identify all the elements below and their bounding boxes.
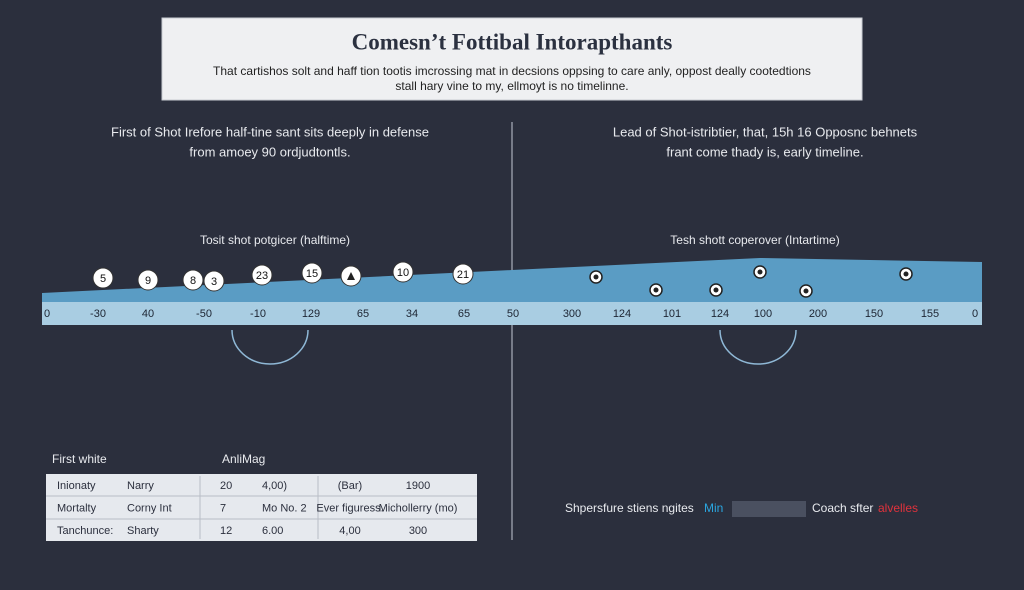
axis-label: 0: [44, 308, 50, 320]
ball-spot: [713, 287, 719, 293]
axis-label: 40: [142, 308, 154, 320]
marker: [392, 261, 414, 283]
arc: [719, 329, 797, 365]
table-cell: Tanchunce:: [57, 525, 113, 537]
section-subtitle: Tesh shott coperover (Intartime): [670, 233, 839, 247]
arc: [231, 329, 309, 365]
axis-label: -30: [90, 308, 106, 320]
table-cell: 4,00: [339, 525, 360, 537]
table-header: First white: [52, 452, 107, 466]
axis-label: 150: [865, 308, 883, 320]
table-cell: 4,00): [262, 480, 287, 492]
table-cell: Ever figuress.: [316, 502, 383, 514]
marker-label: 10: [397, 267, 409, 279]
marker-label: 5: [100, 273, 106, 285]
footer-min: Min: [704, 501, 723, 515]
footer-text: Shpersfure stiens ngites: [565, 501, 694, 515]
axis-label: 101: [663, 308, 681, 320]
table-cell: Narry: [127, 480, 154, 492]
table-cell: 20: [220, 480, 232, 492]
marker-icon: [347, 272, 355, 280]
table-cell: 1900: [406, 480, 430, 492]
marker: [452, 263, 474, 285]
marker: [137, 269, 159, 291]
ball-spot: [903, 271, 909, 277]
note: First of Shot Irefore half-tine sant sit…: [111, 124, 429, 139]
marker-label: 15: [306, 268, 318, 280]
note: from amoey 90 ordjudtontls.: [189, 144, 350, 159]
axis-strip: [42, 302, 982, 325]
axis-label: 65: [357, 308, 369, 320]
axis-label: 50: [507, 308, 519, 320]
table-cell: Michollerry (mo): [379, 502, 458, 514]
table-cell: Corny Int: [127, 502, 172, 514]
axis-label: 0: [972, 308, 978, 320]
marker: [301, 262, 323, 284]
title: Comesn’t Fottibal Intorapthants: [352, 29, 673, 54]
table-header: AnliMag: [222, 452, 265, 466]
subtitle: stall hary vine to my, ellmoyt is no tim…: [395, 79, 628, 93]
table-cell: 7: [220, 502, 226, 514]
note: frant come thady is, early timeline.: [666, 144, 863, 159]
marker: [182, 269, 204, 291]
axis-label: 65: [458, 308, 470, 320]
marker: [251, 264, 273, 286]
axis-label: 155: [921, 308, 939, 320]
table-cell: (Bar): [338, 480, 362, 492]
section-subtitle: Tosit shot potgicer (halftime): [200, 233, 350, 247]
ball-spot: [593, 274, 599, 280]
ball-spot: [803, 288, 809, 294]
table-cell: Inionaty: [57, 480, 96, 492]
marker-label: 23: [256, 270, 268, 282]
table-cell: Sharty: [127, 525, 159, 537]
band: [42, 258, 982, 302]
table-cell: 300: [409, 525, 427, 537]
footer-alert: alvelles: [878, 501, 918, 515]
marker-label: 21: [457, 269, 469, 281]
axis-label: 300: [563, 308, 581, 320]
axis-label: 100: [754, 308, 772, 320]
marker-label: 8: [190, 275, 196, 287]
table-cell: 12: [220, 525, 232, 537]
axis-label: 124: [613, 308, 631, 320]
table: [46, 474, 477, 541]
table-cell: 6.00: [262, 525, 283, 537]
marker-label: 9: [145, 275, 151, 287]
subtitle: That cartishos solt and haff tion tootis…: [213, 64, 811, 78]
table-cell: Mo No. 2: [262, 502, 307, 514]
footer-coach: Coach sfter: [812, 501, 873, 515]
marker: [203, 270, 225, 292]
footer-bar: [732, 501, 806, 517]
axis-label: -50: [196, 308, 212, 320]
axis-label: -10: [250, 308, 266, 320]
ball-spot: [757, 269, 763, 275]
marker: [92, 267, 114, 289]
axis-label: 34: [406, 308, 418, 320]
header-box: [161, 17, 863, 101]
axis-label: 124: [711, 308, 729, 320]
note: Lead of Shot-istribtier, that, 15h 16 Op…: [613, 124, 918, 139]
axis-label: 129: [302, 308, 320, 320]
table-cell: Mortalty: [57, 502, 97, 514]
marker-label: 3: [211, 276, 217, 288]
axis-label: 200: [809, 308, 827, 320]
ball-spot: [653, 287, 659, 293]
